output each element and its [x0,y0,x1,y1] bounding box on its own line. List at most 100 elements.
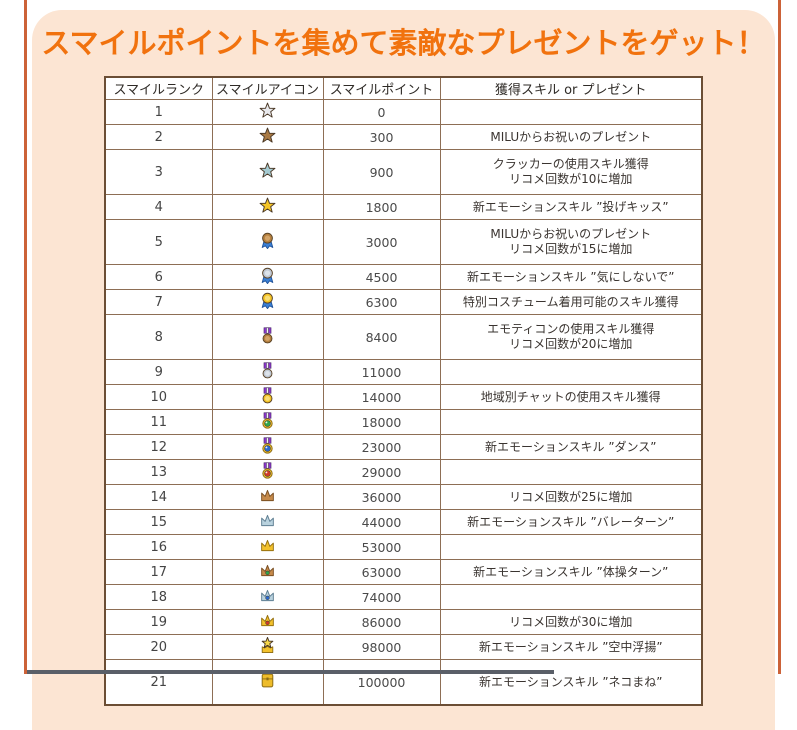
icon-cell [211,534,324,560]
prize-cell: MILUからお祝いのプレゼント [439,124,703,150]
points-cell: 18000 [322,409,441,435]
icon-cell [211,659,324,706]
prize-line: リコメ回数が15に増加 [509,242,633,256]
rank-cell: 14 [104,484,213,510]
prize-cell [439,359,703,385]
points-cell: 900 [322,149,441,195]
rank-cell: 15 [104,509,213,535]
star-blue-icon [259,162,276,179]
rank-cell: 18 [104,584,213,610]
icon-cell [211,124,324,150]
points-cell: 8400 [322,314,441,360]
table-row: 3 900 クラッカーの使用スキル獲得 リコメ回数が10に増加 [104,149,703,195]
column-header-points: スマイルポイント [322,76,441,100]
rank-cell: 7 [104,289,213,315]
table-row: 12 23000 新エモーションスキル ”ダンス” [104,434,703,460]
content-panel: スマイルポイントを集めて素敵なプレゼントをゲット！ スマイルランク スマイルアイコ… [32,10,775,730]
prize-cell [439,534,703,560]
table-row: 8 8400 エモティコンの使用スキル獲得 リコメ回数が20に増加 [104,314,703,360]
prize-line: 特別コスチューム着用可能のスキル獲得 [462,294,679,309]
rank-cell: 11 [104,409,213,435]
prize-line: リコメ回数が10に増加 [509,172,633,186]
right-border-line [778,0,781,674]
prize-line: 新エモーションスキル ”バレーターン” [467,514,675,529]
prize-cell: リコメ回数が25に増加 [439,484,703,510]
rank-cell: 3 [104,149,213,195]
crown-sapphire-icon [259,587,276,604]
rank-cell: 20 [104,634,213,660]
crown-bronze-icon [259,487,276,504]
table-row: 9 11000 [104,359,703,385]
points-cell: 63000 [322,559,441,585]
prize-cell: 新エモーションスキル ”体操ターン” [439,559,703,585]
table-row: 18 74000 [104,584,703,610]
table-row: 17 63000 新エモーションスキル ”体操ターン” [104,559,703,585]
prize-line: クラッカーの使用スキル獲得 [492,157,649,171]
prize-line: MILUからお祝いのプレゼント [490,129,652,144]
icon-cell [211,359,324,385]
points-cell: 11000 [322,359,441,385]
crown-ruby-icon [259,612,276,629]
table-row: 2 300 MILUからお祝いのプレゼント [104,124,703,150]
page-title: スマイルポイントを集めて素敵なプレゼントをゲット！ [41,26,766,60]
chest-gold-icon [259,672,276,689]
icon-cell [211,484,324,510]
icon-cell [211,584,324,610]
star-bronze-icon [259,127,276,144]
table-row: 20 98000 新エモーションスキル ”空中浮揚” [104,634,703,660]
rank-cell: 10 [104,384,213,410]
rank-cell: 6 [104,264,213,290]
table-row: 7 6300 特別コスチューム着用可能のスキル獲得 [104,289,703,315]
points-cell: 14000 [322,384,441,410]
prize-line: 地域別チャットの使用スキル獲得 [480,389,661,404]
points-cell: 300 [322,124,441,150]
icon-cell [211,409,324,435]
table-row: 6 4500 新エモーションスキル ”気にしないで” [104,264,703,290]
prize-cell: 新エモーションスキル ”ネコまね” [439,659,703,706]
column-header-rank: スマイルランク [104,76,213,100]
window-edge-artifact [27,670,554,674]
rank-cell: 5 [104,219,213,265]
prize-cell [439,99,703,125]
prize-cell: 新エモーションスキル ”ダンス” [439,434,703,460]
prize-cell [439,409,703,435]
rank-cell: 17 [104,559,213,585]
prize-line: 新エモーションスキル ”投げキッス” [472,199,669,214]
crown-silver-icon [259,512,276,529]
icon-cell [211,289,324,315]
table-row: 19 86000 リコメ回数が30に増加 [104,609,703,635]
rank-cell: 16 [104,534,213,560]
prize-cell: 新エモーションスキル ”バレーターン” [439,509,703,535]
rank-cell: 1 [104,99,213,125]
icon-cell [211,314,324,360]
prize-line: 新エモーションスキル ”ネコまね” [478,674,663,689]
icon-cell [211,384,324,410]
icon-cell [211,634,324,660]
medal-gold-icon [259,387,276,404]
prize-cell: 新エモーションスキル ”空中浮揚” [439,634,703,660]
rosette-gold-icon [259,292,276,309]
icon-cell [211,264,324,290]
prize-line: リコメ回数が20に増加 [509,337,633,351]
points-cell: 4500 [322,264,441,290]
prize-cell: 地域別チャットの使用スキル獲得 [439,384,703,410]
icon-cell [211,559,324,585]
star-white-icon [259,102,276,119]
rosette-bronze-icon [259,232,276,249]
rank-cell: 21 [104,659,213,706]
medal-ruby-icon [259,462,276,479]
points-cell: 1800 [322,194,441,220]
table-row: 15 44000 新エモーションスキル ”バレーターン” [104,509,703,535]
medal-sapphire-icon [259,437,276,454]
prize-line: 新エモーションスキル ”空中浮揚” [478,639,663,654]
rank-cell: 4 [104,194,213,220]
column-header-prize: 獲得スキル or プレゼント [439,76,703,100]
icon-cell [211,219,324,265]
table-row: 5 3000 MILUからお祝いのプレゼント リコメ回数が15に増加 [104,219,703,265]
table-row: 4 1800 新エモーションスキル ”投げキッス” [104,194,703,220]
rank-cell: 19 [104,609,213,635]
points-cell: 6300 [322,289,441,315]
rank-cell: 12 [104,434,213,460]
